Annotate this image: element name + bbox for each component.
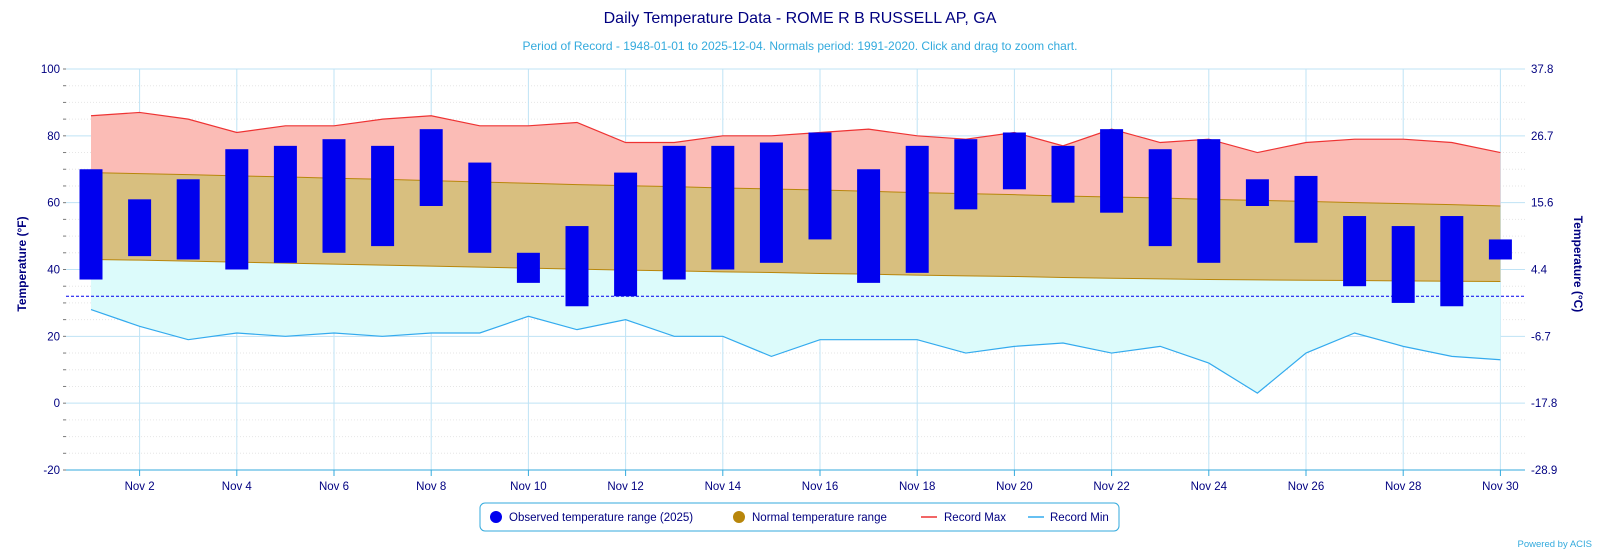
observed-bar xyxy=(614,172,638,297)
normal-low-line xyxy=(90,258,1501,283)
legend-box xyxy=(479,502,1120,532)
y-tick-label: 40 xyxy=(47,265,60,277)
observed-bar xyxy=(516,252,540,283)
chart-subtitle: Period of Record - 1948-01-01 to 2025-12… xyxy=(523,39,1078,53)
y2-tick-label: 4.4 xyxy=(1531,265,1548,277)
observed-bar xyxy=(1051,145,1075,203)
observed-bar xyxy=(128,199,152,257)
x-tick-label: Nov 20 xyxy=(996,481,1032,493)
observed-bar xyxy=(1100,129,1124,213)
y2-tick-label: -6.7 xyxy=(1531,331,1551,343)
x-tick-label: Nov 22 xyxy=(1093,481,1129,493)
y2-tick-label: 37.8 xyxy=(1531,64,1553,76)
x-tick-label: Nov 4 xyxy=(222,481,253,493)
x-tick-label: Nov 14 xyxy=(705,481,742,493)
observed-bar xyxy=(1002,132,1026,190)
x-tick-label: Nov 18 xyxy=(899,481,935,493)
observed-bar xyxy=(419,129,443,207)
observed-bar xyxy=(322,139,346,253)
observed-bar xyxy=(1343,216,1367,287)
y2-tick-label: -28.9 xyxy=(1531,465,1557,477)
observed-bar xyxy=(1197,139,1221,263)
observed-bar xyxy=(1245,179,1269,207)
x-tick-label: Nov 6 xyxy=(319,481,349,493)
legend-observed-label[interactable]: Observed temperature range (2025) xyxy=(509,512,693,524)
y2-tick-label: -17.8 xyxy=(1531,398,1557,410)
observed-bar xyxy=(1294,175,1318,243)
normal-range-area xyxy=(91,172,1501,282)
observed-bar xyxy=(857,169,881,283)
y-tick-label: 0 xyxy=(54,398,60,410)
record-max-area xyxy=(91,112,1501,207)
y-tick-label: 80 xyxy=(47,131,60,143)
observed-bar xyxy=(711,145,735,270)
observed-bar xyxy=(1148,149,1172,247)
observed-bar xyxy=(273,145,297,263)
y2-tick-label: 26.7 xyxy=(1531,131,1553,143)
observed-bar xyxy=(371,145,395,247)
x-tick-label: Nov 28 xyxy=(1385,481,1421,493)
x-tick-label: Nov 10 xyxy=(510,481,546,493)
y-tick-label: -20 xyxy=(43,465,60,477)
observed-bar xyxy=(1440,216,1464,307)
observed-bar xyxy=(176,179,200,260)
observed-bar xyxy=(954,139,978,210)
observed-bar xyxy=(1391,226,1415,303)
x-tick-label: Nov 16 xyxy=(802,481,838,493)
chart-title: Daily Temperature Data - ROME R B RUSSEL… xyxy=(604,10,997,27)
y-tick-label: 60 xyxy=(47,198,60,210)
axes: Nov 2 Nov 4 Nov 6 Nov 8 Nov 10 Nov 12 Nov 14 No… xyxy=(41,64,1557,493)
observed-bars xyxy=(79,129,1512,307)
legend-record-min-label[interactable]: Record Min xyxy=(1050,512,1109,524)
x-tick-label: Nov 26 xyxy=(1288,481,1324,493)
x-tick-label: Nov 8 xyxy=(416,481,446,493)
observed-bar xyxy=(225,149,249,270)
y2-tick-label: 15.6 xyxy=(1531,198,1553,210)
record-max-line xyxy=(90,111,1501,154)
observed-bar xyxy=(468,162,492,253)
legend-normal-dot xyxy=(733,511,745,523)
observed-bar xyxy=(759,142,783,263)
observed-bar xyxy=(1488,239,1512,260)
legend-normal-label[interactable]: Normal temperature range xyxy=(752,512,887,524)
legend: Observed temperature range (2025) Normal… xyxy=(479,502,1120,532)
x-tick-label: Nov 2 xyxy=(125,481,155,493)
record-min-line xyxy=(90,309,1501,394)
legend-observed-dot xyxy=(490,511,502,523)
record-min-area xyxy=(91,259,1501,394)
observed-bar xyxy=(565,226,589,307)
x-tick-label: Nov 12 xyxy=(607,481,643,493)
y-axis-title-right: Temperature (°C) xyxy=(1571,216,1585,313)
legend-record-max-label[interactable]: Record Max xyxy=(944,512,1006,524)
range-areas xyxy=(66,111,1525,394)
observed-bar xyxy=(79,169,103,280)
x-tick-label: Nov 24 xyxy=(1191,481,1228,493)
y-axis-title-left: Temperature (°F) xyxy=(15,216,29,311)
observed-bar xyxy=(808,132,832,240)
y-tick-label: 100 xyxy=(41,64,60,76)
observed-bar xyxy=(905,145,929,273)
observed-bar xyxy=(662,145,686,280)
x-tick-label: Nov 30 xyxy=(1482,481,1518,493)
credit-link[interactable]: Powered by ACIS xyxy=(1518,539,1592,550)
y-tick-label: 20 xyxy=(47,331,60,343)
